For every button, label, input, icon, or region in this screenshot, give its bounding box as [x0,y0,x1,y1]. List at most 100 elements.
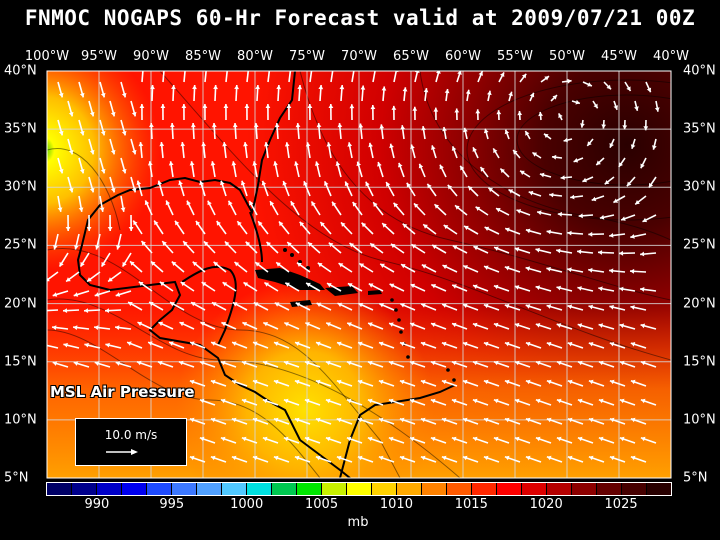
wind-vector [73,325,90,330]
wind-vector [365,181,374,197]
wind-vector [347,282,363,292]
colorbar-swatch [197,483,222,495]
wind-vector [304,436,321,444]
wind-vector [148,301,164,311]
wind-vector [141,71,144,83]
wind-vector [336,341,353,349]
wind-vector [257,220,269,235]
wind-vector [367,360,384,368]
wind-vector [508,188,521,197]
wind-vector [211,301,227,311]
wind-vector [385,181,395,197]
wind-vector [199,360,216,368]
lat-label: 35°N [683,121,716,137]
wind-vector [294,341,311,349]
wind-vector [216,220,227,235]
wind-vector [220,436,237,444]
wind-vector [159,142,165,159]
wind-vector [99,81,106,98]
wind-vector [83,308,101,313]
wind-vector [262,360,279,368]
wind-vector [567,230,584,236]
wind-vector [314,161,321,178]
colorbar-swatch [472,483,497,495]
colorbar-swatch [347,483,372,495]
wind-vector [368,282,384,292]
colorbar-swatch [572,483,597,495]
wind-vector [421,125,426,140]
wind-vector [529,92,535,102]
wind-vector [539,172,552,178]
wind-vector [213,261,227,273]
wind-vector [483,303,500,311]
reference-vector-label: 10.0 m/s [104,428,158,442]
wind-vector [325,360,342,368]
wind-vector [137,321,153,330]
wind-vector [170,122,175,140]
wind-vector [130,100,137,117]
wind-vector [116,233,122,250]
wind-vector [472,284,489,292]
wind-vector [418,163,426,178]
lon-label: 50°W [549,49,585,64]
wind-vector [357,455,374,463]
wind-vector [412,106,418,121]
wind-vector [336,417,353,425]
wind-vector [213,84,218,102]
wind-vector [493,398,510,406]
wind-vector [189,341,206,349]
wind-vector [630,342,647,349]
wind-vector [340,221,353,235]
wind-vector [210,379,227,387]
wind-vector [400,263,416,273]
wind-vector [305,282,321,292]
wind-vector [283,398,300,406]
wind-vector [642,214,657,223]
wind-vector [577,398,594,406]
wind-vector [140,240,153,254]
wind-vector [546,229,563,235]
lon-label: 100°W [24,49,70,64]
colorbar-swatch [622,483,647,495]
wind-vector [652,138,657,150]
wind-vector [567,267,584,273]
wind-vector [609,233,626,238]
wind-vector [588,342,605,349]
colorbar-tick-label: 1025 [604,497,638,512]
wind-vector [463,225,479,235]
wind-vector [78,157,85,174]
wind-vector [378,417,395,425]
wind-vector [549,192,563,198]
wind-vector [535,360,552,368]
wind-vector [508,91,513,102]
wind-vector [323,180,332,197]
lat-label: 10°N [4,412,37,428]
lat-label: 30°N [683,179,716,195]
wind-vector [284,282,300,292]
wind-vector [525,266,542,273]
wind-vector [451,146,458,159]
wind-vector [389,143,395,159]
wind-vector [543,133,552,140]
wind-vector [109,138,116,155]
lon-label: 90°W [133,49,169,64]
wind-vector [430,322,447,330]
wind-vector [619,398,636,406]
wind-vector [654,100,660,112]
lat-label: 30°N [4,179,37,195]
wind-vector [484,226,500,235]
wind-vector [344,181,353,197]
wind-vector [274,122,280,140]
wind-vector [211,122,217,140]
lon-label: 65°W [393,49,429,64]
lon-label: 75°W [289,49,325,64]
wind-vector [420,379,437,387]
wind-vector [358,302,374,311]
wind-vector [535,398,552,406]
wind-vector [180,281,195,292]
wind-vector [150,260,164,273]
wind-vector [433,107,439,121]
wind-vector [379,124,385,140]
wind-vector [479,166,489,178]
wind-vector [379,263,395,273]
